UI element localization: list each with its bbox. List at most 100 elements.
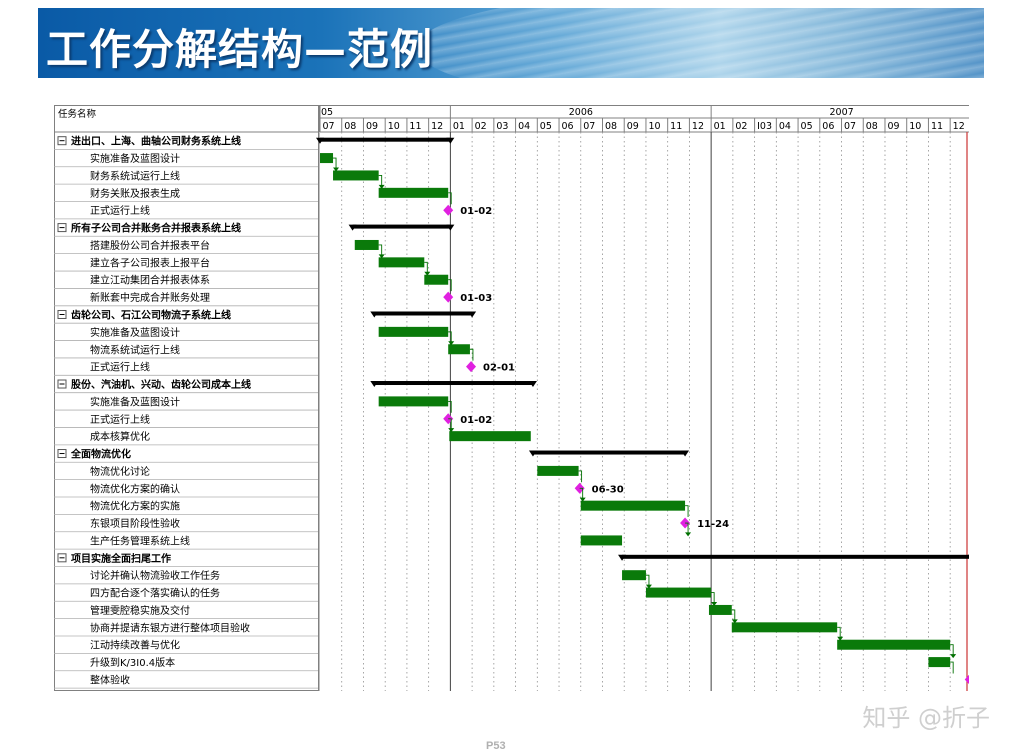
month-label: 08 [344, 121, 356, 132]
month-label: 11 [931, 121, 943, 132]
month-label: 12 [953, 121, 965, 132]
task-name: 管理雯腔稳实施及交付 [90, 604, 190, 617]
task-name: 东银项目阶段性验收 [90, 517, 180, 530]
milestone-date-label: 01-03 [460, 293, 492, 304]
dependency-link [685, 505, 689, 518]
month-label: 12 [692, 121, 704, 132]
dependency-link [378, 174, 383, 186]
task-bar [622, 570, 646, 581]
summary-task-name: 项目实施全面扫尾工作 [71, 552, 171, 565]
month-label: 07 [844, 121, 856, 132]
dependency-arrowhead [837, 636, 844, 641]
task-bar [580, 500, 686, 511]
task-name: 建立各子公司报表上报平台 [90, 256, 210, 269]
month-label: 02 [475, 121, 487, 132]
watermark: 知乎 @折子 [862, 704, 990, 732]
task-name: 实施准备及蓝图设计 [90, 152, 180, 165]
dependency-link [950, 661, 954, 674]
year-label: 2006 [569, 107, 593, 118]
task-bar [731, 622, 838, 633]
task-bar [448, 344, 470, 355]
task-name: 四方配合逐个落实确认的任务 [90, 587, 220, 600]
dependency-link [378, 244, 383, 256]
month-label: 10 [909, 121, 921, 132]
dependency-arrowhead [448, 428, 455, 433]
task-name: 实施准备及蓝图设计 [90, 326, 180, 339]
task-bar [645, 587, 712, 598]
month-label: 05 [540, 121, 552, 132]
milestone-date-label: 02-01 [483, 363, 515, 374]
summary-cap-right [446, 224, 455, 231]
task-name: 讨论并确认物流验收工作任务 [90, 569, 220, 582]
task-name: 物流系统试运行上线 [90, 343, 180, 356]
milestone-date-label: 01-02 [460, 415, 492, 426]
dependency-arrowhead [685, 532, 692, 537]
task-name-column [54, 105, 319, 691]
task-name: 成本核算优化 [90, 430, 150, 443]
summary-task-name: 股份、汽油机、兴动、齿轮公司成本上线 [71, 378, 251, 391]
month-label: 10 [388, 121, 400, 132]
month-label: 02 [735, 121, 747, 132]
dependency-arrowhead [579, 497, 586, 502]
dependency-link [685, 522, 689, 534]
task-bar [537, 465, 579, 476]
task-bar [449, 431, 531, 442]
month-label: 10 [648, 121, 660, 132]
summary-bar [622, 554, 969, 559]
summary-cap-right [681, 450, 690, 457]
summary-cap-right [446, 137, 455, 144]
task-bar [708, 604, 732, 615]
summary-cap-left [348, 224, 357, 231]
task-bar [837, 639, 951, 650]
summary-task-name: 齿轮公司、石江公司物流子系统上线 [71, 308, 231, 321]
task-name: 正式运行上线 [90, 413, 150, 426]
summary-bar [352, 224, 451, 229]
year-label: 2007 [830, 107, 854, 118]
month-label: 07 [323, 121, 335, 132]
month-label: 11 [670, 121, 682, 132]
dependency-arrowhead [424, 271, 431, 276]
dependency-link [448, 331, 452, 343]
summary-task-name: 所有子公司合并账务合并报表系统上线 [71, 222, 241, 235]
dependency-link [578, 470, 583, 483]
task-name: 整体验收 [90, 673, 130, 686]
task-bar [378, 257, 425, 268]
month-label: 03 [496, 121, 508, 132]
task-bar [928, 657, 951, 668]
task-bar [354, 239, 379, 250]
task-bar [424, 274, 449, 285]
task-name: 建立江动集团合并报表体系 [90, 274, 210, 287]
summary-cap-left [618, 554, 627, 561]
month-label: 01 [453, 121, 465, 132]
dependency-arrowhead [711, 601, 718, 606]
task-name: 正式运行上线 [90, 361, 150, 374]
dependency-link [448, 279, 452, 292]
milestone-date-label: 01-02 [460, 206, 492, 217]
task-header-label: 任务名称 [58, 108, 97, 120]
task-name: 正式运行上线 [90, 204, 150, 217]
month-label: 09 [887, 121, 899, 132]
month-label: I03 [757, 121, 772, 132]
dependency-link [645, 574, 650, 586]
dependency-link [448, 400, 452, 413]
dependency-arrowhead [448, 341, 455, 346]
summary-cap-left [370, 311, 379, 318]
summary-bar [374, 311, 473, 316]
dependency-arrowhead [333, 167, 340, 172]
dependency-arrowhead [950, 654, 957, 659]
task-name: 财务系统试运行上线 [90, 169, 180, 182]
month-label: 01 [714, 121, 726, 132]
summary-cap-left [316, 137, 324, 144]
task-bar [333, 170, 379, 181]
dependency-link [711, 592, 715, 603]
dependency-link [731, 609, 736, 621]
task-name: 财务关账及报表生成 [90, 187, 180, 200]
month-label: 05 [801, 121, 813, 132]
summary-cap-left [370, 381, 379, 388]
dependency-arrowhead [378, 184, 385, 189]
month-label: 04 [779, 121, 791, 132]
page-title: 工作分解结构—范例 [46, 25, 434, 74]
task-bar [378, 396, 449, 407]
dependency-link [837, 626, 841, 638]
milestone-diamond [443, 291, 454, 303]
